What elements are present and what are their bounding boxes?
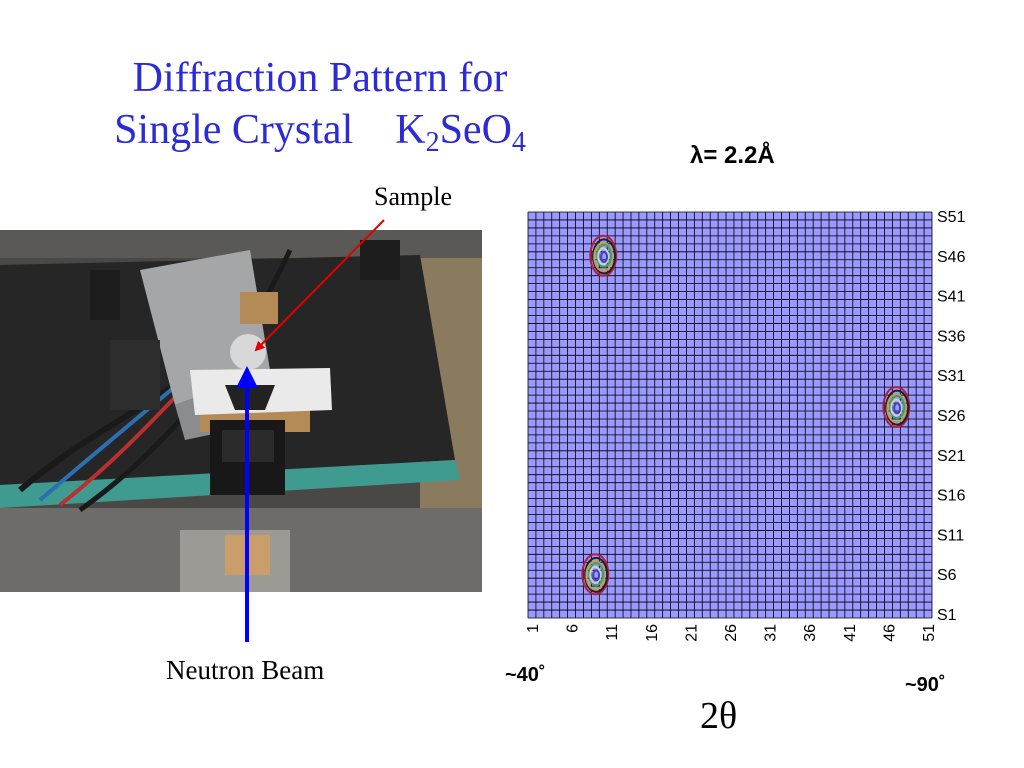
peak-contour [589,234,618,277]
peak-contour [597,247,610,266]
peak-contour [893,402,902,415]
x-tick-label: 16 [644,624,661,642]
x-tick-label: 41 [842,624,859,642]
diffraction-peak [882,386,911,429]
peak-contour [592,569,601,582]
neutron-beam-label: Neutron Beam [166,655,325,685]
peak-contour [588,562,605,587]
y-tick-label: S51 [937,209,966,226]
x-tick-label: 6 [565,624,582,633]
peak-contour [890,398,903,417]
x-tick-label: 21 [683,624,700,642]
y-tick-label: S31 [937,368,966,385]
x-axis-title: 2θ [700,695,738,737]
y-tick-label: S21 [937,448,966,465]
peak-contour [592,238,617,275]
diffraction-peak [581,553,610,596]
peak-contour [596,243,613,268]
y-tick-label: S46 [937,249,966,266]
x-tick-label: 46 [881,624,898,642]
peak-contour [593,241,614,272]
y-tick-label: S26 [937,408,966,425]
x-tick-label: 31 [763,624,780,642]
peak-contour [882,386,911,429]
peak-contour [886,393,907,424]
peak-contour [581,553,610,596]
title-line-1: Diffraction Pattern for [132,55,508,101]
peak-contour [585,560,606,591]
peak-contour [889,395,906,420]
x-tick-label: 1 [525,624,542,633]
y-tick-label: S16 [937,488,966,505]
peak-contour [584,556,609,593]
title-line-2-prefix: Single Crystal K [114,107,426,153]
x-tick-label: 51 [921,624,938,642]
peak-contour [885,389,910,426]
slide-title: Diffraction Pattern for Single Crystal K… [50,52,590,158]
y-tick-label: S1 [937,607,957,624]
grid-background [528,212,932,618]
angle-left-label: ~40˚ [505,664,546,686]
y-tick-label: S11 [937,527,964,544]
y-tick-label: S41 [937,289,966,306]
title-subscript-1: 2 [425,127,440,158]
apparatus-photo [0,230,482,592]
title-line-2-mid: SeO [439,107,512,153]
x-tick-label: 26 [723,624,740,642]
y-tick-label: S6 [937,567,957,584]
peak-contour [600,250,609,263]
angle-right-label: ~90˚ [905,674,946,696]
title-subscript-2: 4 [511,127,526,158]
y-tick-label: S36 [937,328,966,345]
peak-contour [589,565,602,584]
diffraction-peak [589,234,618,277]
x-tick-label: 11 [604,624,621,641]
x-tick-label: 36 [802,624,819,642]
sample-label: Sample [374,182,452,211]
title-line-2: Single Crystal K2SeO4 [50,104,590,158]
wavelength-label: λ= 2.2Å [690,142,775,169]
